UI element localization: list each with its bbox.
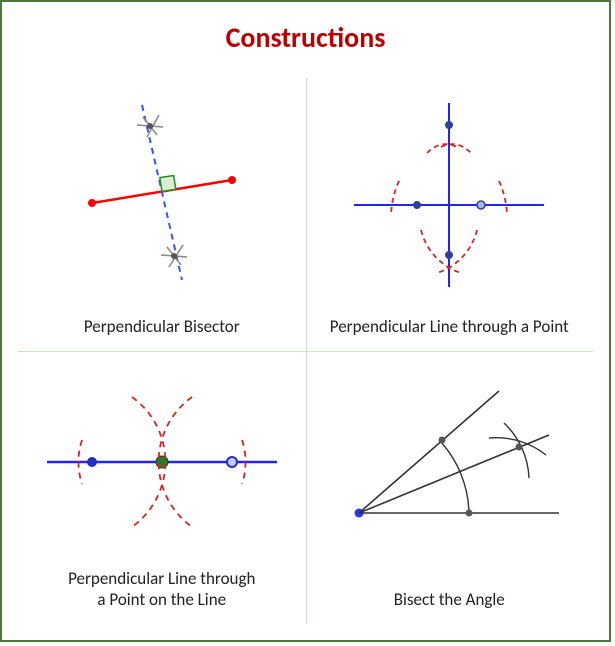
point-right (227, 457, 237, 467)
svg-bisect-angle (324, 373, 574, 563)
intersection-point-top (147, 123, 153, 129)
arc-from-vertex (440, 441, 469, 513)
panel-perpendicular-bisector: Perpendicular Bisector (18, 78, 306, 351)
svg-perpendicular-on-line (32, 362, 292, 552)
ray-upper (359, 391, 499, 513)
diagram-grid: Perpendicular Bisector (18, 78, 593, 624)
panel-bisect-angle: Bisect the Angle (306, 351, 594, 624)
bisector-line (142, 105, 182, 280)
figure-tl (18, 78, 306, 312)
caption-bl-line2: a Point on the Line (97, 589, 226, 610)
segment-endpoint-left (88, 199, 96, 207)
arc-point-right (477, 201, 485, 209)
caption-tr: Perpendicular Line through a Point (324, 312, 575, 351)
external-point (445, 121, 453, 129)
right-angle-square (160, 175, 176, 191)
figure-br (306, 351, 594, 585)
caption-br: Bisect the Angle (388, 585, 511, 624)
caption-bl-line1: Perpendicular Line through (68, 568, 255, 589)
frame: Constructions (0, 0, 611, 642)
intersection-point-bottom (171, 253, 177, 259)
svg-perpendicular-bisector (47, 95, 277, 295)
point-center (156, 456, 168, 468)
point-left (87, 457, 97, 467)
page-title: Constructions (2, 2, 609, 63)
figure-bl (18, 351, 306, 564)
panel-perpendicular-on-line: Perpendicular Line through a Point on th… (18, 351, 306, 624)
bisector-intersection (516, 443, 523, 450)
panel-perpendicular-through-point: Perpendicular Line through a Point (306, 78, 594, 351)
figure-tr (306, 78, 594, 312)
arc-point-left (413, 201, 421, 209)
intersection-below (445, 251, 453, 259)
arc-point-upper (439, 436, 446, 443)
svg-perpendicular-through-point (329, 95, 569, 295)
arc-cross-1 (504, 423, 529, 478)
caption-tl: Perpendicular Bisector (78, 312, 246, 351)
segment-endpoint-right (228, 176, 236, 184)
caption-bl: Perpendicular Line through a Point on th… (62, 564, 261, 625)
arc-point-lower (466, 509, 473, 516)
